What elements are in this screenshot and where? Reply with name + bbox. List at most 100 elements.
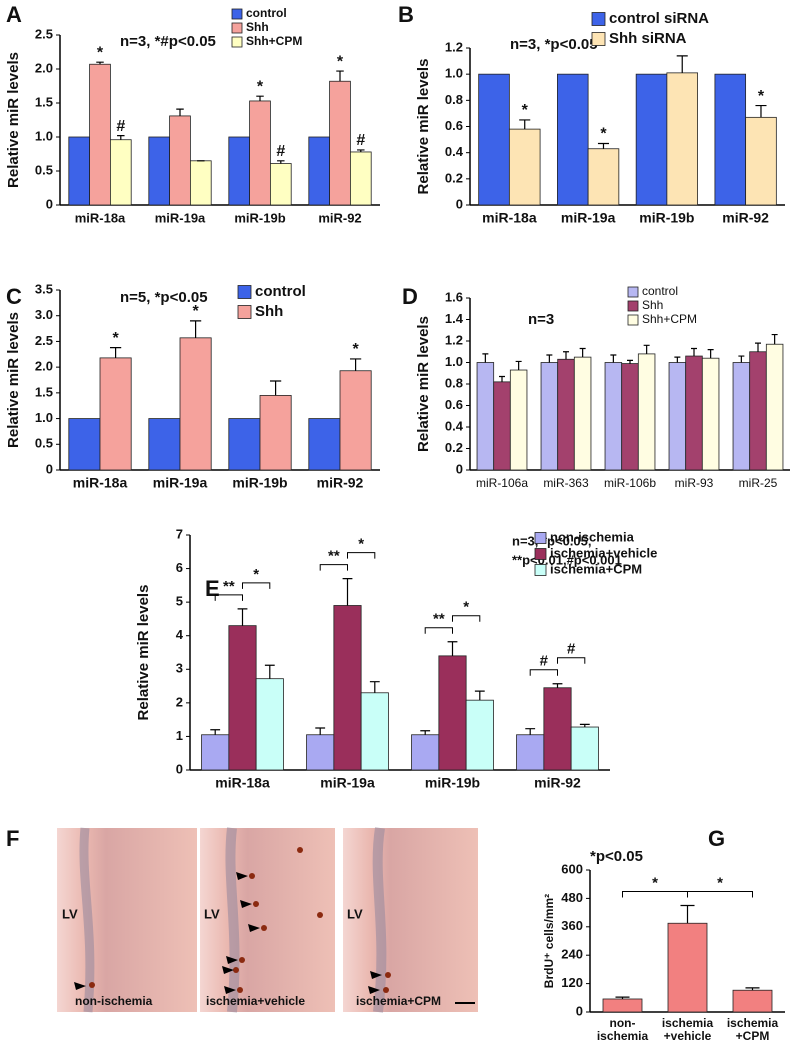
y-tick-label: 0.4 (445, 144, 464, 159)
error-bar (546, 354, 553, 363)
bar (714, 73, 747, 206)
bar (333, 605, 362, 771)
bar (745, 116, 777, 206)
x-tick-label: miR-19a (561, 210, 616, 226)
error-bar (563, 351, 569, 360)
bar (249, 100, 271, 206)
bar (179, 337, 212, 471)
x-tick-label: miR-92 (317, 475, 364, 491)
error-bar (519, 119, 531, 130)
legend-label: non-ischemia (550, 529, 635, 544)
bar (228, 625, 257, 771)
error-bar (597, 142, 610, 149)
bar (476, 362, 495, 471)
bar (543, 687, 572, 771)
y-tick-label: 360 (561, 918, 583, 933)
chart: G 0 120 240 360 480 600 BrdU⁺ cells/mm² non-isch… (542, 826, 785, 1043)
y-tick-label: 0.8 (445, 92, 463, 107)
error-bar (96, 61, 104, 65)
error-bar (755, 342, 761, 352)
comparison-label: ** (328, 548, 340, 565)
significance-mark: * (352, 341, 359, 358)
x-tick-label: miR-19a (320, 775, 375, 791)
legend-label: Shh (255, 303, 283, 320)
significance-mark: * (758, 88, 765, 105)
comparison-label: # (540, 653, 549, 670)
error-bar (674, 356, 681, 363)
legend-label: ischemia+vehicle (550, 545, 657, 560)
bar (259, 395, 292, 471)
y-tick-label: 0 (176, 761, 183, 776)
image-caption: ischemia+CPM (356, 994, 441, 1008)
y-tick-label: 0.6 (445, 118, 463, 133)
panel-letter: B (398, 2, 414, 27)
error-bar (755, 104, 767, 118)
comparison-bracket (452, 615, 481, 622)
comparison-bracket (347, 552, 376, 559)
comparison-label: ** (223, 578, 235, 595)
x-tick-label: miR-106a (476, 476, 528, 490)
error-bar (349, 358, 362, 371)
error-bar (610, 354, 617, 363)
y-tick-label: 2.0 (35, 60, 53, 75)
y-tick-label: 2.0 (35, 359, 53, 374)
comparison-bracket (529, 669, 558, 676)
error-bar (680, 904, 695, 924)
y-tick-label: 1 (176, 728, 183, 743)
y-tick-label: 120 (561, 975, 583, 990)
bar (765, 343, 784, 471)
bar (667, 922, 708, 1013)
panel-letter: C (6, 284, 22, 309)
significance-mark: * (192, 303, 199, 320)
bar (349, 151, 372, 206)
x-tick-label: miR-19a (153, 475, 208, 491)
bar (732, 989, 773, 1013)
panel-letter: E (205, 576, 220, 601)
micrograph: LV ischemia+vehicle (200, 827, 335, 1013)
y-tick-label: 1.5 (35, 384, 53, 399)
bar (306, 734, 335, 771)
bar (666, 72, 698, 206)
error-bar (738, 355, 745, 363)
chart: E 0 1 2 3 4 5 6 7 Relative miR levels miR-18a miR-1… (135, 526, 657, 790)
error-bar (691, 347, 697, 357)
bar (557, 358, 575, 471)
y-tick-label: 1.5 (35, 94, 53, 109)
bar (148, 418, 181, 471)
annotation: n=3, *p<0.05 (510, 36, 598, 53)
bar (465, 699, 494, 771)
image (200, 828, 335, 1012)
bar (308, 136, 330, 206)
legend-label: Shh (246, 20, 269, 34)
bar (329, 80, 351, 206)
legend-swatch (627, 300, 639, 312)
error-bar (745, 987, 760, 991)
bar (540, 362, 559, 471)
annotation: n=3, *#p<0.05 (120, 33, 216, 50)
error-bar (676, 55, 688, 73)
y-tick-label: 1.0 (35, 128, 53, 143)
error-bar (615, 996, 630, 999)
panel-letter: F (6, 826, 19, 851)
bar (685, 355, 703, 471)
annotation: *p<0.05 (590, 848, 643, 865)
bar (228, 418, 261, 471)
comparison-bracket (214, 594, 243, 601)
bar (68, 136, 91, 206)
comparison-label: # (567, 641, 576, 658)
comparison-bracket (687, 891, 753, 898)
region-label: LV (204, 906, 220, 921)
legend-swatch (231, 8, 243, 20)
bar (411, 734, 440, 771)
comparison-label: * (717, 874, 723, 891)
x-tick-label: +CPM (736, 1029, 770, 1043)
error-bar (269, 380, 282, 396)
legend-swatch (534, 548, 547, 560)
bar (635, 73, 668, 206)
image (343, 828, 478, 1012)
y-tick-label: 0.2 (445, 440, 463, 455)
bar (110, 139, 132, 206)
legend-swatch (534, 532, 547, 544)
y-axis-label: Relative miR levels (5, 52, 22, 188)
error-bar (627, 359, 633, 364)
